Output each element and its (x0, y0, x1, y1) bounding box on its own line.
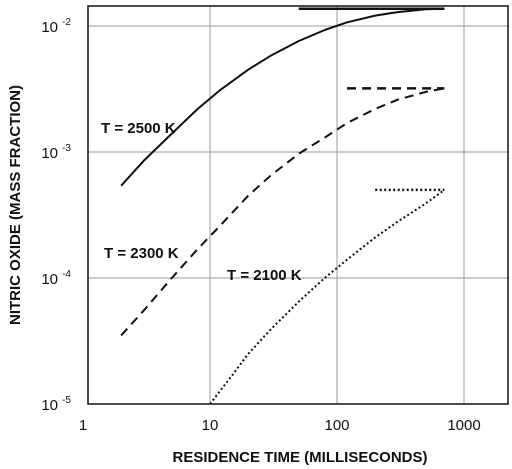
y-tick-labels: 10 -2 10 -3 10 -4 10 -5 (41, 17, 71, 414)
y-axis-title: NITRIC OXIDE (MASS FRACTION) (7, 85, 24, 325)
x-tick-label: 1 (79, 417, 87, 434)
x-axis-title: RESIDENCE TIME (MILLISECONDS) (172, 449, 427, 466)
y-tick-exponent: -2 (62, 17, 71, 28)
data-series (120, 7, 445, 405)
x-tick-label: 1000 (447, 417, 480, 434)
y-tick-exponent: -5 (62, 395, 71, 406)
series-line-3 (209, 189, 445, 405)
y-tick-label: 10 (41, 397, 58, 414)
series-label-3: T = 2100 K (227, 267, 302, 284)
y-tick-label: 10 (41, 271, 58, 288)
x-tick-label: 100 (324, 417, 349, 434)
x-tick-labels: 1 10 100 1000 (79, 417, 481, 434)
series-label-1: T = 2500 K (101, 120, 176, 137)
series-line-2 (120, 87, 445, 337)
y-tick-exponent: -3 (62, 143, 71, 154)
y-tick-exponent: -4 (62, 269, 71, 280)
series-line-1 (120, 7, 445, 187)
plot-frame (87, 5, 509, 405)
series-labels: T = 2500 K T = 2300 K T = 2100 K (101, 120, 302, 284)
grid-lines (88, 6, 508, 404)
y-tick-label: 10 (41, 19, 58, 36)
y-tick-label: 10 (41, 145, 58, 162)
x-tick-label: 10 (202, 417, 219, 434)
series-label-2: T = 2300 K (104, 245, 179, 262)
